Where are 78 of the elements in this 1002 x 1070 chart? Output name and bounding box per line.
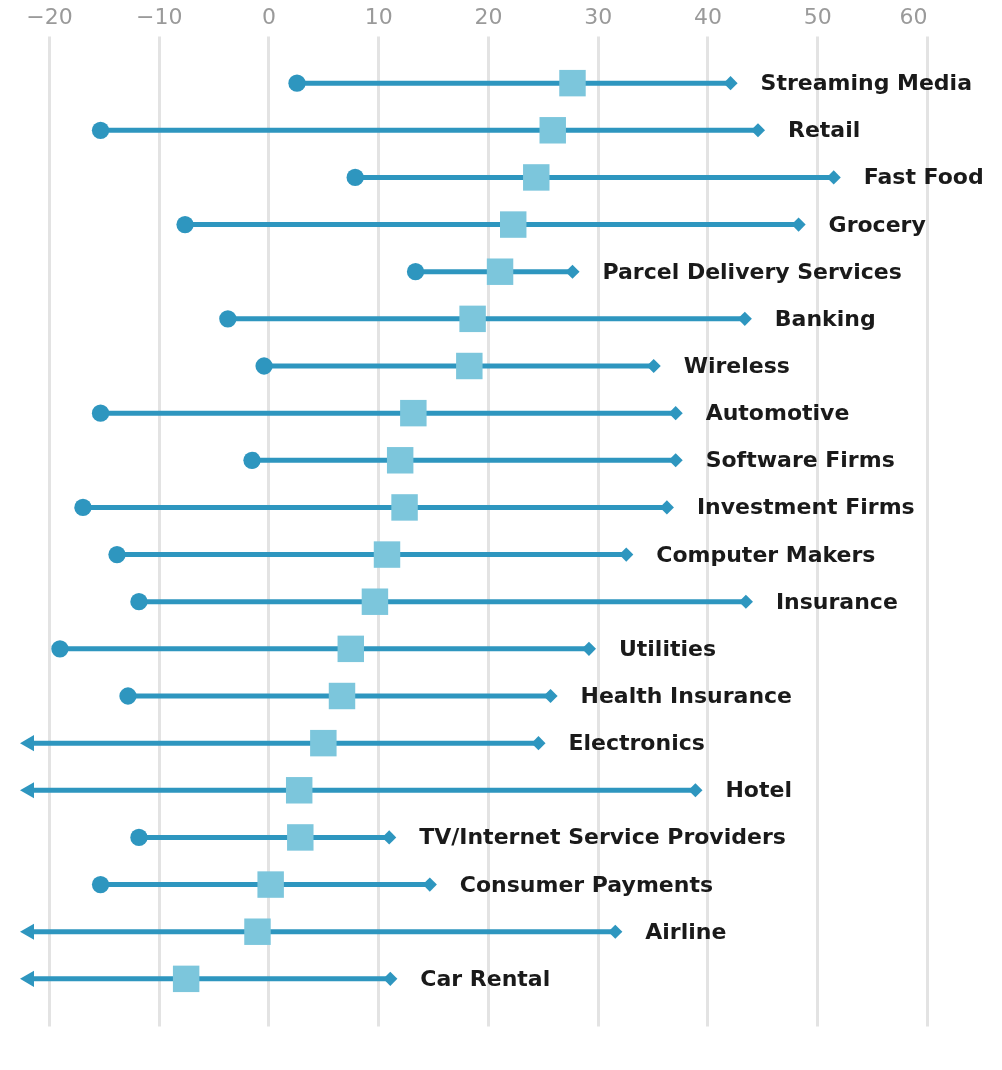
point — [646, 358, 661, 374]
y-tick-label: Streaming Media — [760, 70, 973, 96]
point — [91, 121, 110, 139]
y-tick-label: Health Insurance — [580, 683, 793, 708]
point — [382, 830, 397, 845]
y-tick-label: Investment Firms — [696, 494, 915, 520]
point — [391, 494, 418, 521]
y-tick-label: TV/Internet Service Providers — [419, 824, 786, 850]
y-tick-label: Electronics — [568, 730, 705, 756]
point — [539, 117, 566, 144]
y-tick-label: Software Firms — [705, 447, 895, 473]
point — [386, 447, 414, 474]
point — [400, 399, 427, 427]
point — [337, 635, 365, 663]
y-tick-label: Wireless — [683, 353, 790, 378]
point — [346, 168, 364, 187]
y-tick-label: Car Rental — [420, 965, 551, 991]
y-tick-label: Utilities — [618, 635, 717, 661]
y-tick-label: Computer Makers — [656, 541, 876, 567]
point — [130, 828, 148, 847]
point — [287, 824, 314, 851]
point — [219, 310, 237, 328]
x-tick-label: −10 — [135, 3, 183, 29]
point — [723, 76, 738, 91]
x-tick-label: 40 — [693, 3, 722, 29]
point — [243, 451, 261, 469]
y-tick-label: Consumer Payments — [459, 871, 714, 897]
point — [619, 547, 634, 562]
point — [244, 918, 271, 945]
point — [361, 588, 389, 615]
point — [328, 682, 356, 710]
point — [499, 211, 527, 238]
y-tick-label: Retail — [787, 117, 861, 143]
y-tick-label: Fast Food — [863, 164, 984, 190]
point — [255, 357, 273, 375]
point — [559, 69, 586, 97]
point — [456, 352, 483, 380]
point — [91, 404, 110, 422]
point — [668, 406, 683, 421]
point — [668, 453, 683, 468]
point — [108, 545, 126, 564]
point — [285, 777, 313, 804]
point — [119, 687, 137, 705]
point — [176, 215, 194, 234]
x-tick-label: 10 — [364, 3, 393, 29]
x-tick-label: 30 — [584, 3, 613, 29]
point — [383, 971, 398, 986]
y-tick-label: Insurance — [775, 588, 898, 614]
y-tick-label: Airline — [645, 918, 727, 944]
point — [608, 924, 623, 939]
point — [172, 965, 200, 993]
point — [257, 871, 284, 898]
y-tick-label: Hotel — [725, 777, 792, 803]
point — [406, 263, 425, 281]
point — [74, 498, 92, 517]
y-tick-label: Parcel Delivery Services — [602, 258, 902, 284]
point — [459, 305, 486, 333]
y-tick-label: Automotive — [705, 400, 850, 426]
point — [543, 688, 558, 704]
y-tick-label: Banking — [774, 305, 876, 331]
point — [310, 729, 337, 757]
y-tick-label: Grocery — [828, 211, 926, 237]
point — [688, 783, 703, 798]
x-tick-label: 50 — [803, 3, 832, 29]
point — [130, 593, 148, 611]
x-tick-label: 0 — [261, 3, 276, 29]
x-tick-label: 60 — [899, 3, 928, 29]
x-tick-label: 20 — [474, 3, 503, 29]
point — [486, 258, 514, 285]
point — [531, 736, 546, 751]
point — [737, 311, 752, 326]
point — [288, 74, 306, 92]
point — [91, 875, 110, 894]
x-tick-label: −20 — [26, 3, 73, 29]
point — [51, 640, 69, 658]
point — [523, 164, 550, 191]
point — [565, 264, 580, 279]
point — [373, 541, 401, 568]
